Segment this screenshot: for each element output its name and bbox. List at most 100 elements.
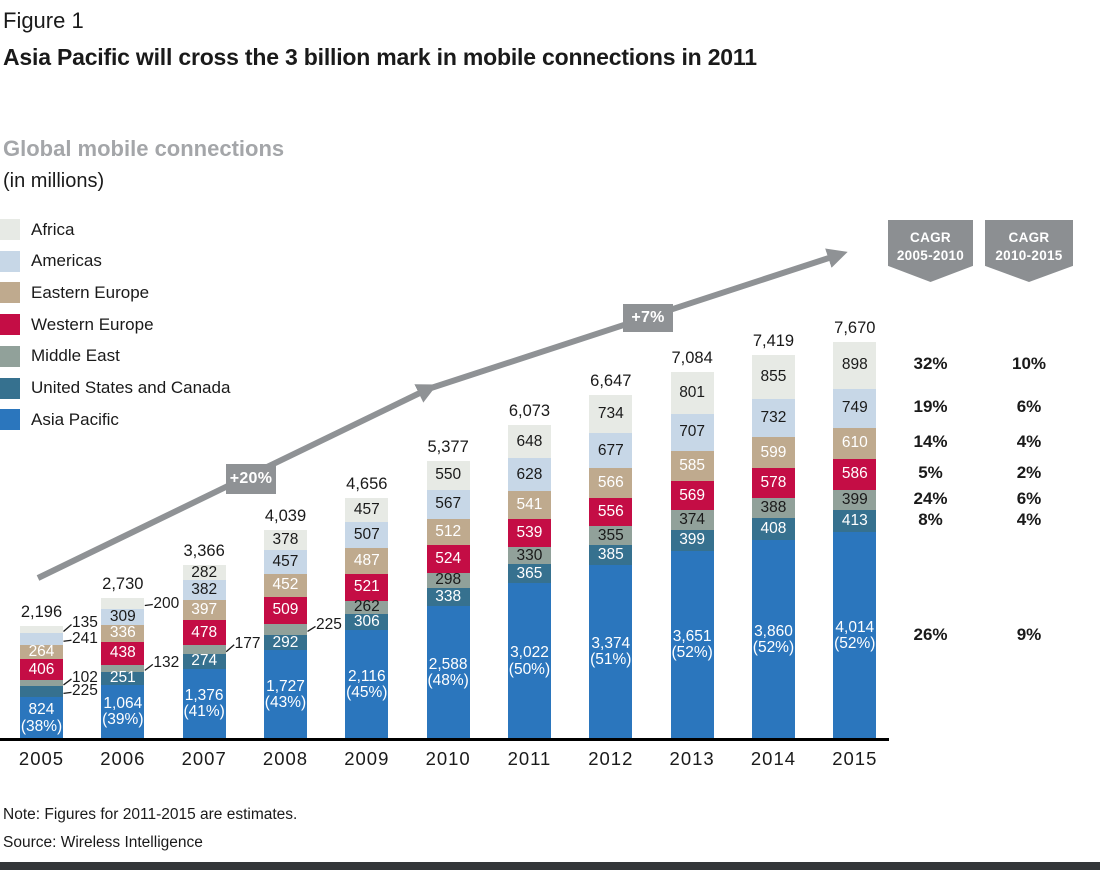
total-label-2012: 6,647 [590,372,632,391]
callout-label-2008-middle-east: 225 [315,616,342,634]
segment-2011-western-europe: 539 [507,519,551,548]
segment-2008-africa: 378 [263,530,307,550]
segment-value-label: 378 [272,531,299,549]
segment-value-label: 452 [272,576,299,594]
segment-2010-americas: 567 [426,489,470,519]
segment-value-label: 487 [353,551,380,569]
legend-label-middle-east: Middle East [31,346,120,366]
cagr-value-united-states-and-canada-2010-2015: 4% [1016,509,1042,529]
segment-value-label: 586 [841,465,868,483]
segment-value-label: 385 [597,545,624,563]
legend-swatch-united-states-and-canada [0,377,20,399]
bar-2010: 550 567 512 524 298 338 2,588 (48%) [426,460,470,740]
segment-2009-asia-pacific: 2,116 (45%) [345,630,389,740]
growth-annotation-2005-2010: +20% [226,464,276,494]
x-axis-label-2015: 2015 [832,748,878,769]
segment-value-label: 610 [841,434,868,452]
segment-value-label: 569 [679,486,706,504]
segment-value-label: 1,727 (43%) [264,677,307,712]
segment-value-label: 406 [28,660,55,678]
bar-2009: 457 507 487 521 262 306 2,116 (45%) [345,498,389,740]
callout-label-2007-middle-east: 177 [234,634,261,652]
bottom-strip [0,862,1100,870]
cagr-value-asia-pacific-2005-2010: 26% [913,624,948,644]
segment-2012-middle-east: 355 [589,526,633,545]
segment-2013-asia-pacific: 3,651 (52%) [670,550,714,740]
cagr-value-western-europe-2010-2015: 2% [1016,463,1042,483]
segment-value-label: 648 [516,432,543,450]
segment-2010-asia-pacific: 2,588 (48%) [426,605,470,740]
segment-value-label: 262 [353,598,380,616]
bar-2013: 801 707 585 569 374 399 3,651 (52%) [670,372,714,740]
segment-2005-united-states-and-canada [20,685,63,698]
legend-item-middle-east: Middle East [0,345,120,367]
segment-2007-eastern-europe: 397 [182,599,226,621]
segment-2012-asia-pacific: 3,374 (51%) [589,564,633,740]
segment-value-label: 541 [516,495,543,513]
cagr-value-western-europe-2005-2010: 5% [918,463,943,483]
legend-label-western-europe: Western Europe [31,314,154,334]
segment-value-label: 2,588 (48%) [427,655,469,689]
segment-2011-united-states-and-canada: 365 [507,564,551,584]
segment-value-label: 707 [679,423,706,441]
segment-2015-middle-east: 399 [833,489,877,511]
cagr-value-africa-2005-2010: 32% [913,354,948,374]
bar-2011: 648 628 541 539 330 365 3,022 (50%) [507,424,551,740]
segment-2011-americas: 628 [507,458,551,492]
segment-2008-united-states-and-canada: 292 [263,634,307,650]
total-label-2013: 7,084 [671,349,713,368]
segment-value-label: 734 [597,404,624,422]
segment-2012-africa: 734 [589,395,633,434]
segment-value-label: 413 [841,511,868,529]
segment-2012-united-states-and-canada: 385 [589,544,633,565]
segment-2015-western-europe: 586 [833,459,877,490]
segment-value-label: 539 [516,523,543,541]
x-axis-line [0,738,889,741]
segment-value-label: 365 [516,564,543,582]
segment-2013-americas: 707 [670,413,714,451]
legend-item-eastern-europe: Eastern Europe [0,282,149,304]
segment-2007-asia-pacific: 1,376 (41%) [182,668,226,740]
total-label-2010: 5,377 [427,437,469,456]
segment-value-label: 274 [191,652,218,670]
cagr-badge-line1: CAGR [1008,230,1050,245]
bar-2012: 734 677 566 556 355 385 3,374 (51%) [589,395,633,740]
segment-value-label: 3,651 (52%) [671,627,713,662]
segment-2006-africa [101,598,145,609]
segment-2012-americas: 677 [589,433,633,469]
segment-2008-western-europe: 509 [263,597,307,624]
segment-value-label: 3,374 (51%) [590,635,632,669]
segment-2009-africa: 457 [345,498,389,523]
leader-line-2005-americas [63,639,72,642]
segment-value-label: 578 [760,474,787,492]
bar-2007: 282 382 397 478 274 1,376 (41%) [182,564,226,740]
segment-value-label: 824 (38%) [20,701,63,735]
segment-2007-united-states-and-canada: 274 [182,652,226,670]
segment-2015-united-states-and-canada: 413 [833,510,877,532]
bar-2008: 378 457 452 509 292 1,727 (43%) [263,530,307,740]
segment-2005-americas [20,632,63,646]
segment-2012-western-europe: 556 [589,497,633,527]
segment-value-label: 628 [516,465,543,483]
segment-value-label: 298 [435,571,462,589]
segment-value-label: 1,376 (41%) [183,686,225,721]
segment-2015-asia-pacific: 4,014 (52%) [833,531,877,740]
segment-2014-united-states-and-canada: 408 [751,518,795,540]
segment-2013-middle-east: 374 [670,510,714,530]
bar-2014: 855 732 599 578 388 408 3,860 (52%) [751,354,795,740]
legend-label-africa: Africa [31,219,75,239]
callout-label-2005-africa: 135 [72,614,98,632]
legend-swatch-asia-pacific [0,409,20,431]
segment-2008-asia-pacific: 1,727 (43%) [263,650,307,740]
callout-label-2005-united-states-and-canada: 225 [72,682,98,700]
segment-2007-americas: 382 [182,579,226,600]
segment-value-label: 399 [841,490,868,508]
segment-2006-asia-pacific: 1,064 (39%) [101,684,145,740]
leader-line-2005-middle-east [63,678,72,686]
cagr-value-eastern-europe-2010-2015: 4% [1016,432,1042,452]
segment-value-label: 585 [679,456,706,474]
x-axis-label-2013: 2013 [669,748,715,769]
cagr-badge-2010-2015: CAGR 2010-2015 [985,220,1073,282]
segment-2007-western-europe: 478 [182,620,226,646]
